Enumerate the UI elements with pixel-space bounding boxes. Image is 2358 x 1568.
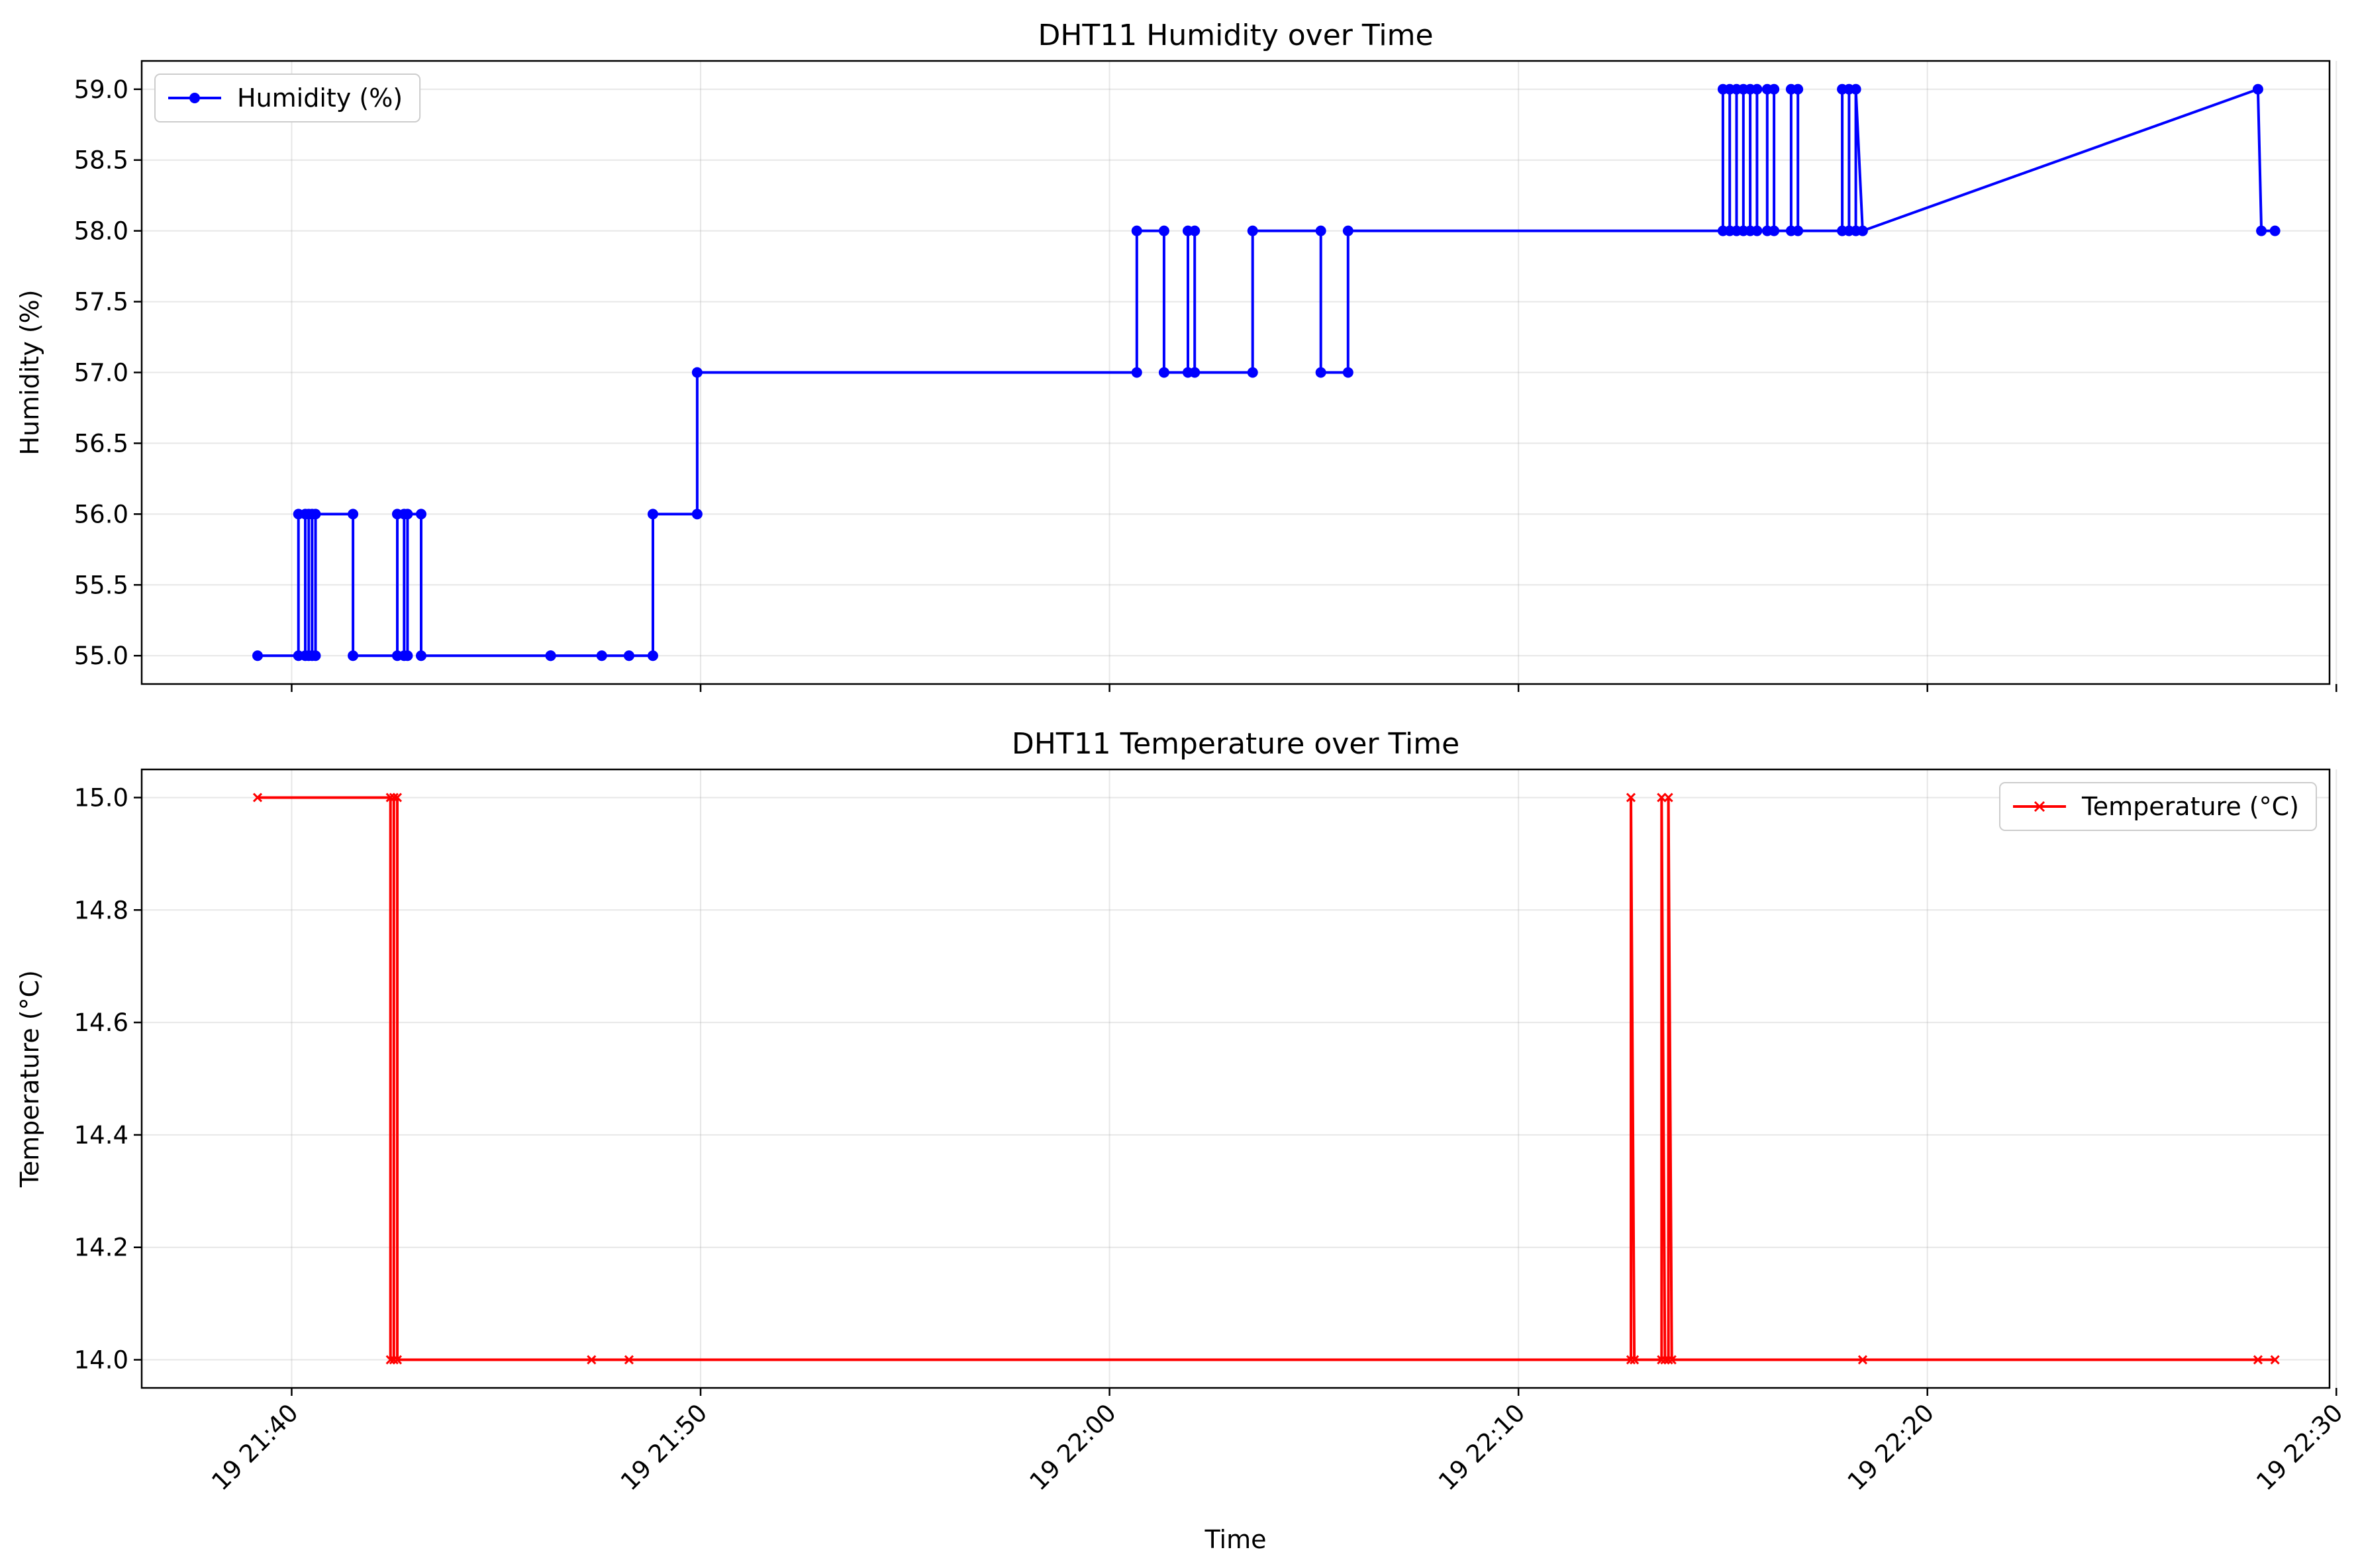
humidity-chart-title: DHT11 Humidity over Time [1038, 19, 1433, 52]
temperature-axes-frame [140, 768, 2331, 1389]
y-tick-label: 14.8 [74, 896, 128, 924]
humidity-y-axis-label: Humidity (%) [15, 289, 44, 455]
data-point [392, 793, 403, 803]
data-point [389, 1355, 399, 1365]
data-point [392, 1355, 403, 1365]
y-tick-label: 56.0 [74, 500, 128, 528]
data-point [310, 509, 321, 520]
data-point [1769, 225, 1780, 236]
humidity-series [252, 83, 2281, 662]
data-point [1158, 367, 1169, 378]
temperature-legend-marker [2034, 801, 2045, 812]
y-tick-label: 57.5 [74, 288, 128, 317]
data-point [1626, 1355, 1636, 1365]
temperature-legend-label: Temperature (°C) [2081, 792, 2299, 821]
temperature-legend: Temperature (°C) [1999, 782, 2317, 831]
data-point [1657, 1355, 1667, 1365]
data-point [385, 793, 395, 803]
temperature-chart-title: DHT11 Temperature over Time [1012, 727, 1459, 761]
data-point [1630, 1355, 1640, 1365]
data-point [252, 793, 263, 803]
data-point [1663, 1355, 1673, 1365]
data-point [1247, 367, 1258, 378]
y-tick-label: 15.0 [74, 783, 128, 812]
data-point [1247, 225, 1258, 236]
y-tick-label: 14.2 [74, 1234, 128, 1262]
y-tick-label: 14.4 [74, 1121, 128, 1150]
humidity-legend: Humidity (%) [154, 74, 421, 122]
data-point [1315, 367, 1326, 378]
data-point [1850, 83, 1861, 95]
data-point [1793, 225, 1804, 236]
data-point [2256, 225, 2267, 236]
y-tick-label: 58.5 [74, 146, 128, 175]
data-point [348, 650, 359, 662]
data-point [596, 650, 607, 662]
data-point [1131, 225, 1142, 236]
data-point [2252, 83, 2263, 95]
humidity-legend-marker [189, 93, 200, 103]
data-point [1315, 225, 1326, 236]
data-point [2253, 1355, 2263, 1365]
data-point [587, 1355, 597, 1365]
y-tick-label: 59.0 [74, 75, 128, 104]
y-tick-label: 14.0 [74, 1346, 128, 1375]
y-tick-label: 56.5 [74, 429, 128, 458]
data-point [416, 509, 427, 520]
y-tick-label: 57.0 [74, 359, 128, 387]
data-point [623, 650, 634, 662]
data-point [1158, 225, 1169, 236]
data-point [1131, 367, 1142, 378]
data-point [1667, 1355, 1677, 1365]
data-point [1626, 793, 1636, 803]
data-point [310, 650, 321, 662]
data-point [691, 367, 703, 378]
y-tick-label: 14.6 [74, 1008, 128, 1037]
y-tick-label: 55.5 [74, 571, 128, 599]
data-point [1751, 83, 1763, 95]
temperature-legend-box [1999, 782, 2317, 831]
temperature-y-ticks: 14.0 14.2 14.4 14.6 14.8 15.0 [74, 783, 142, 1375]
y-tick-label: 58.0 [74, 217, 128, 246]
humidity-legend-box [154, 74, 421, 122]
data-point [2269, 225, 2281, 236]
data-point [1769, 83, 1780, 95]
data-point [647, 650, 658, 662]
data-point [647, 509, 658, 520]
humidity-axes-frame [140, 60, 2331, 685]
data-point [402, 650, 413, 662]
data-point [1342, 367, 1353, 378]
data-point [691, 509, 703, 520]
humidity-legend-label: Humidity (%) [237, 83, 403, 113]
humidity-y-ticks: 55.0 55.5 56.0 56.5 57.0 57.5 58.0 58.5 59.0 [74, 75, 142, 670]
data-point [402, 509, 413, 520]
data-point [1751, 225, 1763, 236]
data-point [348, 509, 359, 520]
data-point [1189, 225, 1201, 236]
data-point [1857, 225, 1868, 236]
data-point [1793, 83, 1804, 95]
data-point [389, 793, 399, 803]
legend-x-mark [2034, 801, 2045, 812]
data-point [385, 1355, 395, 1365]
data-point [1660, 1355, 1670, 1365]
temperature-series [252, 793, 2280, 1365]
data-point [1663, 793, 1673, 803]
data-point [2270, 1355, 2280, 1365]
temperature-x-axis-label: Time [1204, 1525, 1267, 1554]
humidity-panel: 55.0 55.5 56.0 56.5 57.0 57.5 58.0 58.5 59.0 DHT… [15, 19, 2337, 692]
y-tick-label: 55.0 [74, 642, 128, 670]
data-point [545, 650, 556, 662]
temperature-y-axis-label: Temperature (°C) [15, 970, 44, 1188]
humidity-x-ticks [291, 684, 2337, 692]
data-point [252, 650, 263, 662]
data-point [1657, 793, 1667, 803]
data-point [416, 650, 427, 662]
data-point [624, 1355, 634, 1365]
data-point [1342, 225, 1353, 236]
data-point [1189, 367, 1201, 378]
data-point [1857, 1355, 1868, 1365]
